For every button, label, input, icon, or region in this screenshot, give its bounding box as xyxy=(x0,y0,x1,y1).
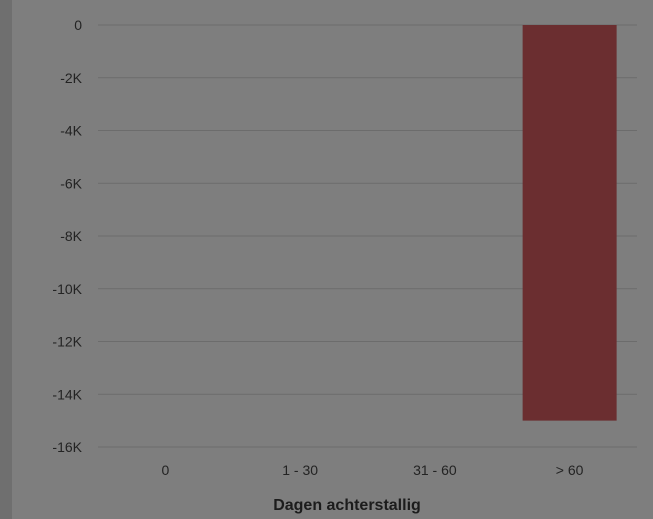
y-axis-tick-labels: 0 -2K -4K -6K -8K -10K -12K -14K -16K xyxy=(52,17,82,455)
x-tick-label: 31 - 60 xyxy=(413,462,457,478)
y-tick-label: -16K xyxy=(52,439,82,455)
sidebar-edge xyxy=(0,0,12,519)
x-tick-label: 0 xyxy=(161,462,169,478)
bars xyxy=(522,25,617,421)
x-tick-label: > 60 xyxy=(556,462,584,478)
x-axis-title: Dagen achterstallig xyxy=(273,497,421,514)
x-tick-label: 1 - 30 xyxy=(282,462,318,478)
y-tick-label: -8K xyxy=(60,228,82,244)
y-tick-label: -2K xyxy=(60,70,82,86)
y-tick-label: -14K xyxy=(52,386,82,402)
y-tick-label: -4K xyxy=(60,123,82,139)
x-axis-tick-labels: 0 1 - 30 31 - 60 > 60 xyxy=(161,462,583,478)
y-tick-label: 0 xyxy=(74,17,82,33)
bar[interactable] xyxy=(522,25,617,421)
y-tick-label: -10K xyxy=(52,281,82,297)
y-tick-label: -6K xyxy=(60,175,82,191)
y-tick-label: -12K xyxy=(52,334,82,350)
